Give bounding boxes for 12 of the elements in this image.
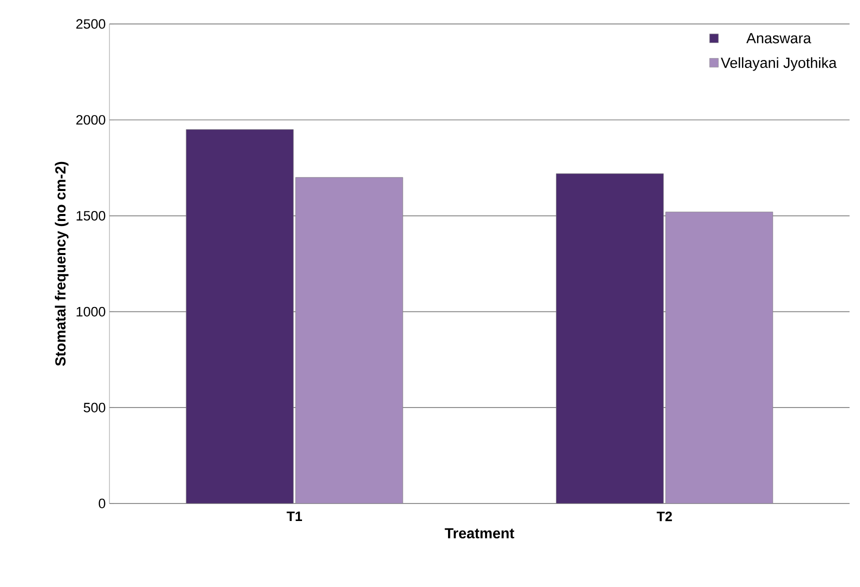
y-tick-label: 1500: [76, 211, 106, 221]
y-axis-title: Stomatal frequency (no cm-2): [54, 162, 68, 366]
y-tick-label: 2000: [76, 115, 106, 125]
x-tick-label: T1: [286, 512, 302, 521]
x-axis-title: Treatment: [444, 528, 514, 538]
y-tick-label: 500: [84, 402, 106, 412]
y-tick-label: 1000: [76, 306, 106, 317]
legend-label: Vellayani Jyothika: [720, 57, 837, 71]
x-tick-label: T2: [656, 512, 672, 522]
y-tick-label: 2500: [76, 19, 106, 29]
legend-label: Anaswara: [746, 33, 812, 44]
y-tick-label: 0: [98, 498, 106, 508]
